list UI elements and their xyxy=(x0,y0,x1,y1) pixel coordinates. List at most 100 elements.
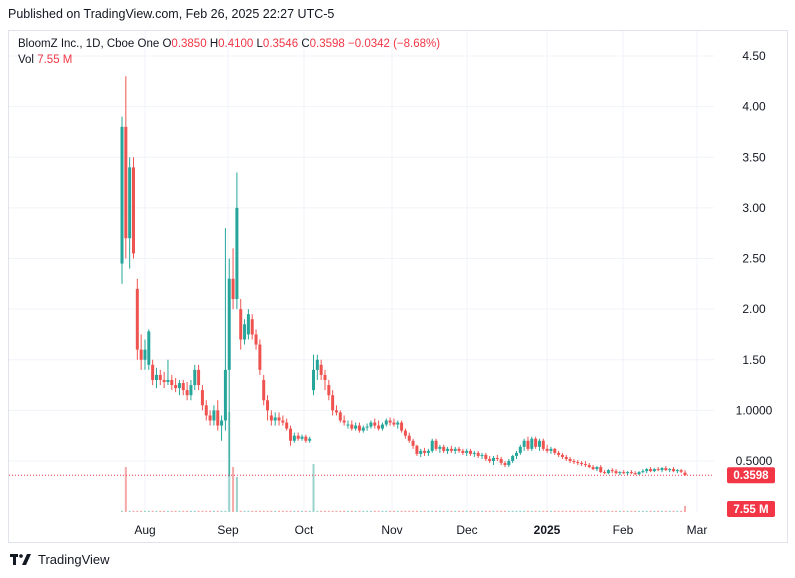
volume-bar xyxy=(301,510,304,512)
candle xyxy=(273,412,277,426)
candle xyxy=(327,380,331,401)
price-axis: 4.50 4.00 3.50 3.00 2.50 2.00 1.50 1.0000 0.5000 xyxy=(736,49,773,468)
volume-bar xyxy=(515,510,518,512)
candle xyxy=(492,455,496,466)
candle xyxy=(384,418,388,427)
volume-bar xyxy=(576,510,579,512)
candle xyxy=(484,452,488,461)
volume-bar xyxy=(519,510,522,512)
time-axis: Aug Sep Oct Nov Dec 2025 Feb Mar xyxy=(134,523,707,537)
volume-bar xyxy=(358,510,361,512)
volume-bar xyxy=(569,510,572,512)
x-tick-label: Mar xyxy=(687,523,708,537)
x-tick-label: Sep xyxy=(217,523,239,537)
volume-bar xyxy=(465,510,468,512)
volume-bar xyxy=(136,510,139,512)
candle xyxy=(545,444,549,453)
volume-bar xyxy=(151,510,154,512)
volume-bar xyxy=(186,510,189,512)
candle xyxy=(572,458,576,465)
volume-bar xyxy=(634,510,637,512)
y-tick-label: 4.50 xyxy=(742,49,766,63)
volume-bar xyxy=(458,510,461,512)
volume-bar xyxy=(124,467,127,512)
candle xyxy=(277,412,281,426)
candle xyxy=(645,468,649,474)
volume-bar xyxy=(189,510,192,512)
candle xyxy=(469,448,473,456)
volume-bar xyxy=(285,510,288,512)
candle xyxy=(457,446,461,453)
volume-bar xyxy=(343,510,346,512)
volume-bar xyxy=(170,510,173,512)
chart-frame[interactable]: 4.50 4.00 3.50 3.00 2.50 2.00 1.50 1.0000 0.5000… xyxy=(8,30,788,543)
volume-bar xyxy=(197,510,200,512)
candle xyxy=(446,446,450,454)
volume-bar xyxy=(661,510,664,512)
volume-bar xyxy=(323,510,326,512)
candle xyxy=(549,446,553,454)
candle xyxy=(143,339,147,370)
low-label: L xyxy=(256,38,263,50)
volume-bar xyxy=(369,510,372,512)
close-value: 0.3598 xyxy=(309,38,345,50)
volume-bar xyxy=(641,510,644,512)
candle xyxy=(587,463,591,469)
candle xyxy=(629,470,633,475)
volume-label: Vol xyxy=(18,54,34,66)
published-note: Published on TradingView.com, Feb 26, 20… xyxy=(8,7,335,21)
y-tick-label: 2.50 xyxy=(742,252,766,266)
close-label: C xyxy=(301,38,310,50)
volume-bar xyxy=(603,510,606,512)
volume-bar xyxy=(392,510,395,512)
candle xyxy=(522,438,526,451)
candle xyxy=(652,468,656,473)
volume-bar xyxy=(588,510,591,512)
volume-bar xyxy=(484,510,487,512)
y-tick-label: 3.00 xyxy=(742,201,766,215)
volume-bar xyxy=(630,510,633,512)
candle xyxy=(281,415,285,426)
candle xyxy=(246,309,250,340)
candlestick-chart[interactable]: 4.50 4.00 3.50 3.00 2.50 2.00 1.50 1.0000 0.5000… xyxy=(9,31,787,542)
candles xyxy=(120,76,687,477)
candle xyxy=(403,428,407,439)
candle xyxy=(254,329,258,350)
x-tick-label: Oct xyxy=(295,523,314,537)
x-tick-label: Feb xyxy=(613,523,634,537)
volume-row: Vol 7.55 M xyxy=(18,52,440,68)
candle xyxy=(388,417,392,426)
volume-bar xyxy=(255,510,258,512)
candle xyxy=(285,418,289,431)
volume-bar xyxy=(362,510,365,512)
candle xyxy=(442,444,446,453)
candle xyxy=(170,374,174,391)
candle xyxy=(580,461,584,467)
volume-bar xyxy=(672,510,675,512)
tradingview-brand[interactable]: TradingView xyxy=(10,552,110,567)
candle xyxy=(158,369,162,386)
volume-bar xyxy=(477,510,480,512)
volume-bar xyxy=(400,510,403,512)
volume-bar xyxy=(565,510,568,512)
volume-bar xyxy=(507,510,510,512)
volume-bar xyxy=(534,510,537,512)
candle xyxy=(350,420,354,431)
volume-bar xyxy=(140,510,143,512)
volume-bar xyxy=(645,510,648,512)
volume-bar xyxy=(454,510,457,512)
candle xyxy=(342,415,346,426)
volume-bar xyxy=(312,464,315,512)
volume-bar xyxy=(147,510,150,512)
candle xyxy=(553,447,557,455)
candle xyxy=(269,410,273,426)
volume-bar xyxy=(496,510,499,512)
candle xyxy=(541,438,545,451)
candle xyxy=(162,371,166,389)
candle xyxy=(147,329,151,370)
candle xyxy=(323,369,327,391)
volume-bar xyxy=(404,510,407,512)
x-tick-label: Nov xyxy=(381,523,402,537)
candle xyxy=(656,467,660,472)
volume-bar xyxy=(385,510,388,512)
